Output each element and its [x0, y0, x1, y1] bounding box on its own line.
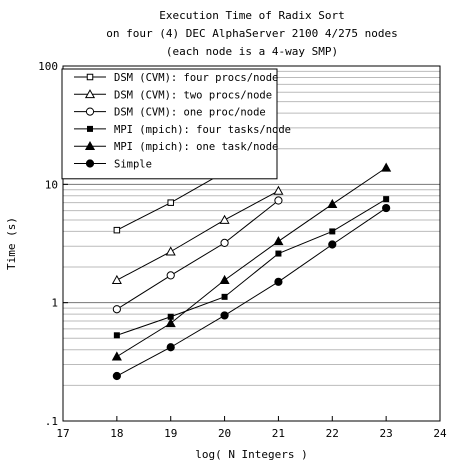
data-point: [273, 185, 284, 195]
legend-entry: DSM (CVM): one proc/node: [74, 107, 266, 119]
y-tick-label: 1: [51, 297, 58, 310]
series-6: [112, 203, 391, 381]
data-point: [274, 277, 283, 286]
plot-area-frame: [62, 65, 441, 422]
data-point: [383, 196, 390, 203]
data-point: [220, 311, 229, 320]
title-line-1: Execution Time of Radix Sort: [159, 9, 344, 22]
legend-entry: DSM (CVM): four procs/node: [74, 72, 278, 84]
x-tick-label: 20: [218, 427, 231, 440]
series-5: [111, 162, 392, 361]
legend-label: DSM (CVM): two procs/node: [114, 89, 272, 101]
data-point: [111, 274, 122, 285]
data-point: [85, 159, 95, 168]
legend-label: DSM (CVM): one proc/node: [114, 107, 266, 119]
series-3: [112, 196, 283, 314]
y-tick-label: 10: [45, 178, 58, 191]
legend: DSM (CVM): four procs/node DSM (CVM): two…: [61, 68, 291, 180]
title-line-2: on four (4) DEC AlphaServer 2100 4/275 n…: [106, 27, 397, 40]
data-point: [273, 236, 284, 246]
data-point: [167, 199, 174, 206]
data-point: [111, 351, 122, 361]
data-point: [84, 89, 96, 99]
series-line: [116, 190, 279, 281]
data-point: [219, 214, 230, 224]
y-axis-label: Time (s): [5, 217, 18, 270]
data-point: [113, 226, 121, 234]
data-point: [274, 196, 283, 205]
data-point: [112, 305, 121, 314]
data-point: [165, 318, 176, 328]
data-point: [166, 343, 175, 352]
series-2: [111, 185, 284, 285]
legend-label: MPI (mpich): four tasks/node: [114, 124, 291, 136]
legend-entry: DSM (CVM): two procs/node: [74, 89, 272, 101]
legend-label: Simple: [114, 159, 152, 171]
x-tick-label: 21: [272, 427, 285, 440]
x-tick-label: 24: [433, 427, 447, 440]
legend-label: DSM (CVM): four procs/node: [114, 72, 278, 84]
series-line: [116, 200, 279, 310]
data-point: [329, 228, 336, 235]
x-tick-label: 18: [110, 427, 123, 440]
y-tick-label: 100: [38, 60, 58, 73]
series-group: [111, 162, 392, 381]
x-tick-label: 17: [56, 427, 69, 440]
series-line: [116, 167, 387, 358]
data-point: [219, 274, 230, 285]
title-line-3: (each node is a 4-way SMP): [166, 45, 338, 58]
legend-box: [61, 68, 278, 180]
data-point: [165, 246, 176, 256]
data-point: [275, 250, 282, 257]
legend-entry: MPI (mpich): one task/node: [74, 140, 278, 153]
x-axis-label: log( N Integers ): [195, 448, 308, 461]
legend-entry: MPI (mpich): four tasks/node: [74, 124, 291, 136]
data-point: [221, 293, 228, 300]
data-point: [327, 198, 338, 209]
data-point: [86, 73, 94, 81]
data-point: [85, 107, 95, 116]
data-point: [112, 371, 121, 381]
data-point: [87, 125, 93, 132]
series-line: [116, 207, 387, 377]
y-tick-label: .1: [45, 415, 58, 428]
data-point: [328, 240, 337, 249]
y-axis-ticks: .1 1 10 100: [38, 60, 68, 428]
data-point: [113, 332, 120, 339]
data-point: [382, 203, 391, 213]
data-point: [84, 140, 96, 151]
x-axis-ticks: 17 18 19 20 21 22 23 24: [56, 416, 447, 440]
legend-entry: Simple: [74, 159, 152, 171]
x-tick-label: 22: [326, 427, 339, 440]
data-point: [220, 238, 229, 247]
data-point: [166, 271, 175, 280]
data-point: [381, 162, 392, 172]
legend-label: MPI (mpich): one task/node: [114, 141, 278, 153]
x-tick-label: 23: [380, 427, 393, 440]
chart-title: Execution Time of Radix Sort on four (4) …: [106, 9, 397, 58]
x-tick-label: 19: [164, 427, 177, 440]
series-line: [116, 198, 387, 336]
